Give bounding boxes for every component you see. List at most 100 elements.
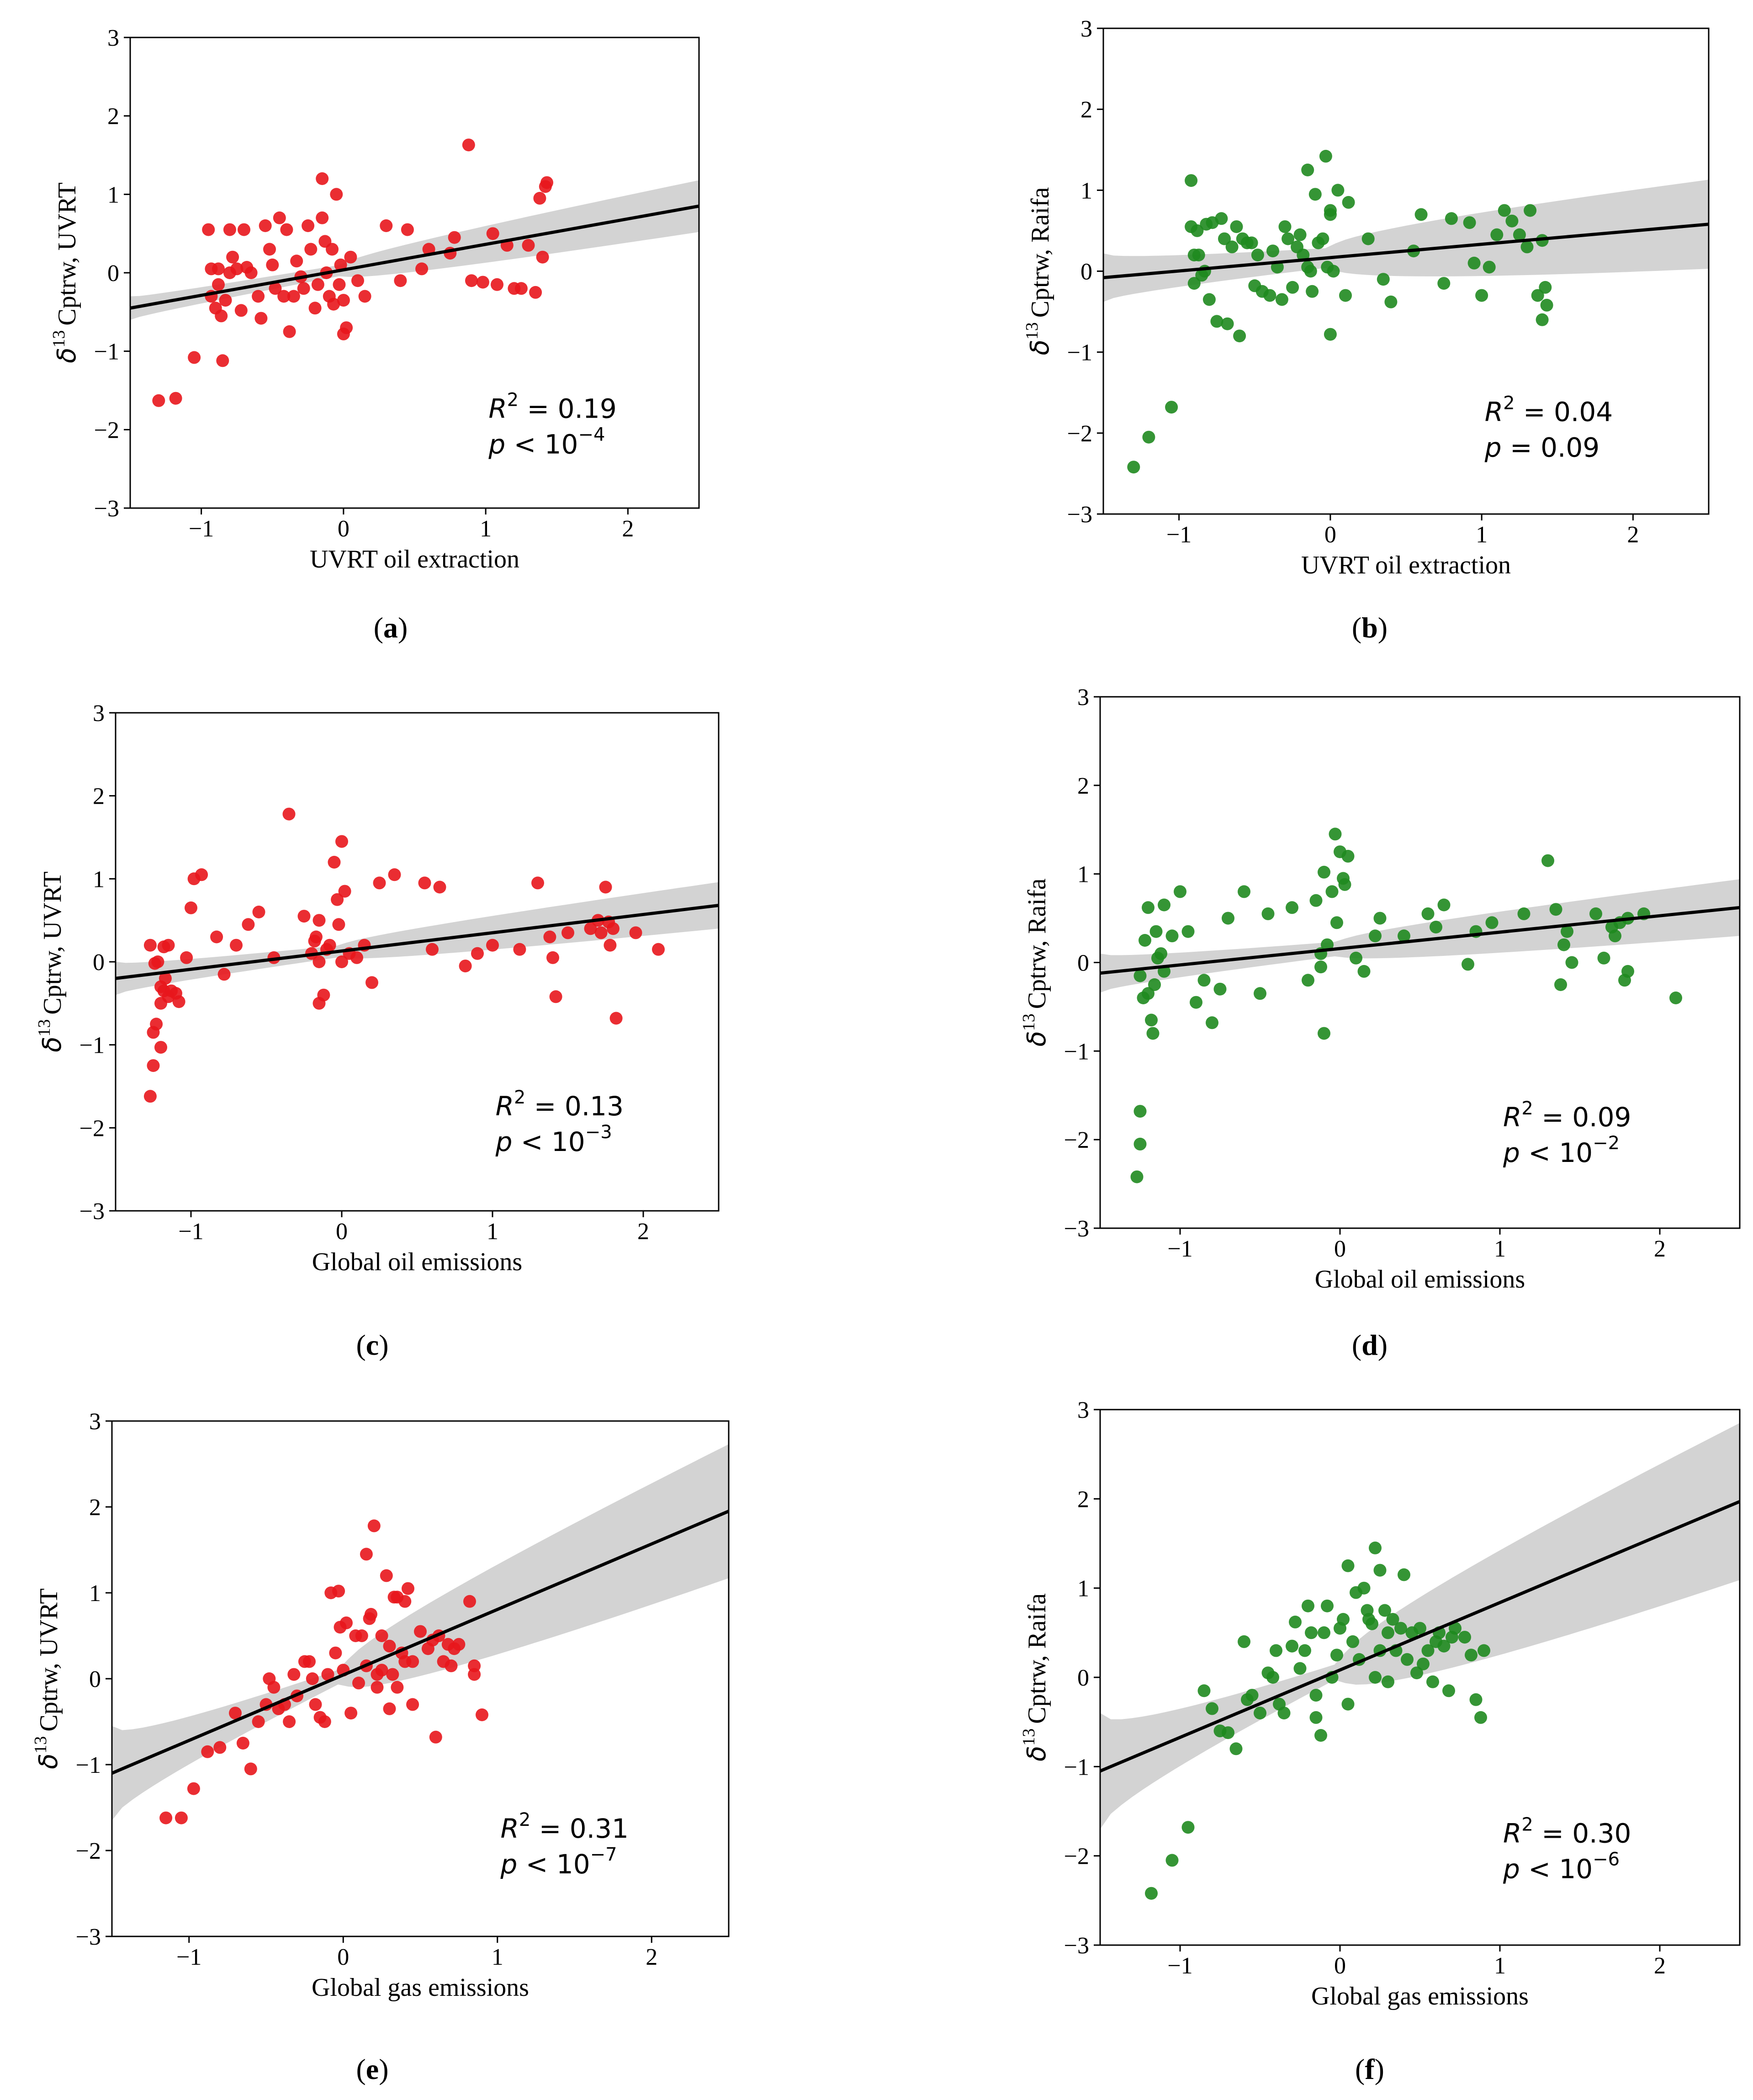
data-point [1309,1689,1323,1702]
data-point [1197,1684,1211,1697]
data-point [230,262,244,276]
data-point [1539,281,1552,294]
data-point [607,922,620,935]
data-point [386,1668,399,1681]
data-point [1133,1105,1147,1118]
data-point [326,243,339,256]
data-point [352,1676,365,1690]
data-point [159,1811,173,1824]
data-point [201,1745,214,1758]
data-point [308,302,322,315]
regression-line [130,204,699,310]
data-point [1304,265,1317,278]
x-tick-label: 1 [487,1219,498,1245]
y-tick-label: 3 [1080,16,1092,42]
r2-annotation: R2 = 0.30 [1503,1814,1631,1849]
confidence-band [1100,879,1740,993]
y-axis-main: C [1026,301,1054,318]
data-point [195,868,208,881]
data-point [536,250,549,264]
data-point [1142,430,1155,444]
data-point [202,223,215,236]
regression-line [1100,906,1740,975]
y-tick-label: 1 [107,182,119,208]
data-point [1165,401,1178,414]
y-axis-main: C [1023,1707,1051,1723]
data-point [365,1608,377,1621]
data-point [1565,956,1578,969]
data-point [1350,951,1362,965]
data-point [1467,256,1481,270]
data-point [491,278,503,291]
data-point [1230,220,1243,233]
panel-caption: (c) [356,1329,388,1361]
y-axis-rest: ptrw, UVRT [38,871,67,997]
data-point [1597,951,1610,965]
data-point [1445,212,1458,225]
data-point [375,1629,388,1642]
data-point [1146,1027,1160,1040]
data-point [1318,1027,1330,1040]
data-point [1398,929,1410,943]
data-point [1498,204,1511,217]
data-point [1306,285,1319,298]
data-point [1266,1671,1279,1684]
data-point [212,278,225,291]
y-tick-label: 2 [107,104,119,130]
data-point [1222,912,1234,925]
y-axis-delta: δ [34,1754,64,1769]
data-point [1341,1697,1355,1711]
data-point [1229,1742,1243,1755]
data-point [1277,1707,1291,1720]
data-point [398,1595,412,1608]
y-axis-delta: δ [52,348,82,363]
data-point [1286,281,1299,294]
confidence-band [1103,180,1709,302]
data-point [1382,1675,1394,1688]
data-point [1366,1617,1378,1630]
data-point [594,926,608,939]
data-point [1421,1644,1435,1657]
x-tick-label: −1 [189,516,214,542]
data-point [187,1782,200,1795]
x-tick-label: 2 [1654,1953,1666,1979]
data-point [309,930,323,944]
y-tick-label: 1 [1080,178,1092,204]
data-point [283,325,296,338]
y-tick-label: 2 [1080,97,1092,123]
panel-caption: (b) [1352,611,1388,644]
data-point [1218,232,1231,245]
y-axis-label: δ13 Cptrw, Raifa [1022,187,1055,355]
data-point [358,290,371,303]
data-point [316,211,329,224]
data-point [1197,974,1211,987]
x-axis-label: Global oil emissions [1315,1265,1525,1294]
data-point [1458,1631,1471,1644]
data-point [468,1668,481,1681]
data-point [1321,1599,1334,1612]
data-point [147,1059,160,1072]
panel-d: −1 0 1 2 3 2 1 0 −1 −2 −3 Global oil emissions δ13 Cp… [1019,684,1741,1361]
data-point [1382,1626,1394,1639]
data-point [236,1737,249,1750]
data-point [1282,232,1295,245]
data-point [360,1548,373,1561]
data-point [383,1639,396,1653]
data-point [1309,894,1323,907]
data-point [266,258,279,271]
data-point [1314,1729,1327,1742]
y-tick-label: −3 [76,1924,101,1950]
confidence-band [116,882,719,995]
y-axis-main: C [35,1714,63,1731]
data-point [242,918,255,931]
data-point [1254,987,1266,1000]
data-point [159,972,172,985]
r2-annotation: R2 = 0.04 [1485,392,1613,427]
data-point [1266,244,1279,258]
x-axis-label: UVRT oil extraction [1301,551,1511,579]
data-point [371,1681,384,1694]
data-point [252,906,265,918]
data-point [1410,1666,1423,1680]
data-point [1238,885,1250,898]
data-point [1386,1613,1399,1626]
